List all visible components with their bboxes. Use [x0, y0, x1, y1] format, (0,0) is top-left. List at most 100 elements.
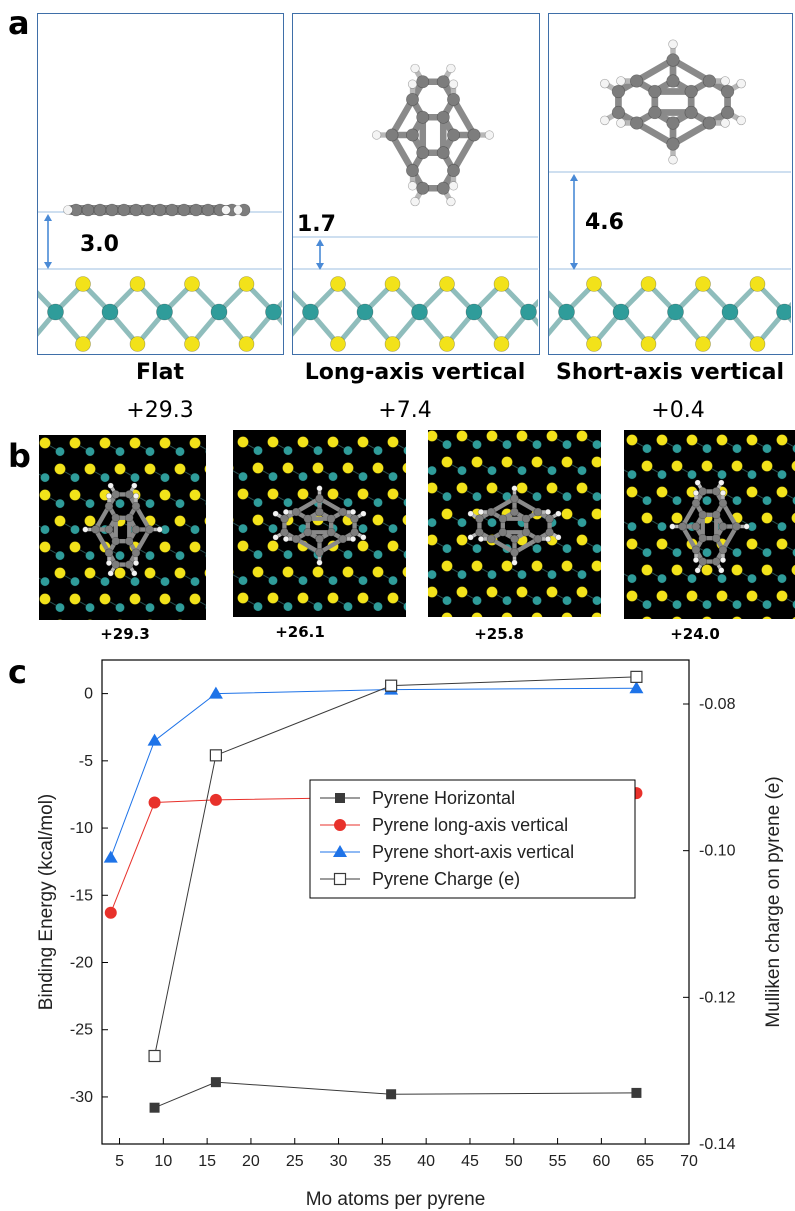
s-atom — [591, 508, 601, 520]
s-atom — [184, 276, 200, 292]
s-atom — [297, 488, 309, 500]
short-axis-geometry-box: 4.6 — [548, 13, 793, 355]
s-atom — [233, 517, 234, 523]
mo-atom — [283, 601, 293, 612]
s-atom — [561, 612, 573, 617]
s-atom — [641, 564, 653, 576]
c-atom — [303, 514, 313, 524]
h-atom — [82, 526, 89, 533]
mo-atom — [702, 547, 712, 558]
short-axis-pyrene — [600, 39, 746, 165]
mo-atom — [762, 547, 772, 558]
s-atom — [129, 276, 146, 292]
c-atom — [521, 527, 531, 537]
mo-atom — [792, 600, 795, 609]
mo-atom — [732, 443, 742, 454]
s-atom — [493, 336, 510, 352]
s-atom — [561, 456, 573, 468]
s-atom — [686, 590, 698, 602]
y-tick-label: -25 — [70, 1022, 93, 1039]
s-atom — [686, 434, 698, 446]
h-atom — [600, 115, 610, 126]
flat-geometry-box: 3.0 — [37, 13, 284, 355]
x-axis-label: Mo atoms per pyrene — [306, 1189, 486, 1210]
c-atom — [104, 548, 114, 558]
s-atom — [732, 616, 742, 619]
caption-long-axis: Long-axis vertical — [304, 360, 526, 385]
x-tick-label: 30 — [330, 1153, 348, 1170]
h-atom — [105, 492, 113, 500]
s-atom — [471, 560, 483, 572]
mo-atom — [487, 465, 497, 476]
c-atom — [698, 533, 708, 543]
s-atom — [144, 463, 156, 475]
top-view-energy-3: +25.8 — [474, 625, 524, 643]
s-atom — [576, 586, 588, 598]
s-atom — [642, 616, 652, 619]
mo-atom — [100, 472, 110, 483]
s-atom — [330, 276, 346, 292]
data-point — [147, 733, 162, 746]
c-atom — [145, 525, 154, 534]
s-atom — [282, 462, 294, 474]
s-atom — [591, 456, 601, 468]
h-atom — [446, 63, 456, 74]
c-atom — [416, 181, 430, 195]
mo-atom — [592, 595, 601, 606]
s-atom — [531, 456, 543, 468]
h-atom — [360, 510, 367, 517]
s-atom — [672, 616, 682, 619]
h-atom — [407, 181, 418, 191]
legend: Pyrene Horizontal Pyrene long-axis vertic… — [309, 779, 636, 899]
data-point — [209, 749, 222, 762]
s-atom — [546, 482, 558, 494]
s-atom — [591, 612, 601, 617]
mo-atom — [667, 303, 684, 321]
mo-atom — [238, 575, 248, 586]
mo-atom — [411, 303, 428, 321]
mos2-lattice-top — [428, 430, 601, 617]
c-atom — [111, 560, 121, 569]
s-atom — [791, 512, 795, 524]
c-atom — [385, 128, 399, 142]
s-atom — [761, 460, 773, 472]
s-atom — [428, 586, 438, 598]
s-atom — [656, 590, 668, 602]
mo-atom — [532, 595, 542, 606]
mo-atom — [205, 500, 206, 507]
s-atom — [591, 560, 601, 572]
s-atom — [372, 462, 384, 474]
top-view-energy-2: +26.1 — [275, 623, 325, 641]
mo-atom — [687, 469, 697, 480]
c-atom — [732, 522, 741, 531]
mo-atom — [457, 465, 467, 476]
s-atom — [516, 482, 528, 494]
s-atom — [641, 460, 653, 472]
c-atom — [280, 514, 289, 524]
c-atom — [510, 548, 519, 557]
s-atom — [776, 486, 788, 498]
mo-atom — [792, 548, 795, 557]
c-atom — [131, 525, 141, 534]
c-atom — [711, 510, 721, 520]
x-tick-label: 25 — [286, 1153, 304, 1170]
mo-atom — [562, 595, 572, 606]
c-atom — [124, 490, 134, 499]
s-atom — [531, 560, 543, 572]
s-atom — [749, 276, 766, 292]
s-atom — [312, 462, 324, 474]
s-atom — [237, 592, 249, 604]
pyrene-top-view — [272, 485, 367, 566]
mo-atom — [717, 469, 727, 480]
c-atom — [467, 128, 481, 142]
mo-atom — [175, 498, 185, 509]
plot-frame — [101, 659, 690, 1145]
mo-atom — [85, 550, 95, 561]
mo-atom — [687, 573, 697, 584]
h-atom — [718, 479, 725, 486]
c-atom — [91, 525, 100, 534]
c-atom — [447, 128, 460, 142]
s-atom — [626, 590, 638, 602]
mo-atom — [115, 550, 125, 561]
c-atom — [303, 527, 313, 537]
